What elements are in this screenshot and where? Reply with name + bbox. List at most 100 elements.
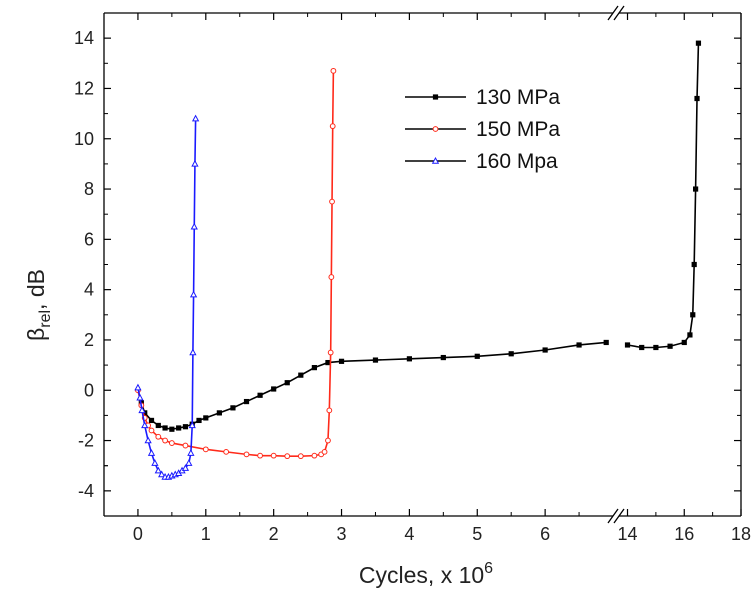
data-point: [311, 452, 318, 459]
x-tick-label: 18: [731, 524, 751, 544]
data-point: [624, 342, 631, 348]
data-point: [603, 339, 609, 346]
y-tick-label: 10: [74, 129, 94, 149]
y-tick-label: -2: [78, 431, 94, 451]
x-tick-label: 14: [617, 524, 637, 544]
data-point: [257, 392, 263, 398]
legend-label: 130 MPa: [476, 86, 560, 109]
data-point: [151, 459, 159, 466]
axes: [103, 5, 742, 524]
data-point: [270, 452, 277, 459]
x-tick-label: 5: [472, 524, 482, 544]
data-point: [181, 464, 190, 471]
data-point: [176, 425, 182, 431]
data-point: [691, 261, 697, 268]
series-line: [140, 341, 607, 431]
legend-label: 150 MPa: [476, 118, 560, 141]
legend-entry: 130 MPa: [405, 86, 560, 109]
y-tick-label: 14: [74, 28, 94, 48]
axis-break-mark: [613, 5, 625, 21]
data-point: [141, 421, 149, 429]
axis-break-mark: [607, 508, 619, 524]
y-axis-title-subscript: rel: [37, 310, 54, 328]
data-point: [406, 356, 413, 362]
y-axis-title-suffix: , dB: [23, 269, 49, 310]
data-point: [326, 407, 333, 414]
data-point: [243, 451, 250, 458]
data-point: [329, 198, 335, 205]
data-point: [147, 449, 156, 456]
data-point: [298, 372, 304, 378]
data-point: [138, 406, 146, 414]
series-160-mpa: [134, 114, 200, 480]
data-point: [681, 339, 687, 346]
x-tick-label: 1: [201, 524, 211, 544]
series-line: [137, 70, 335, 457]
data-point: [148, 427, 155, 434]
data-point: [189, 290, 198, 298]
x-axis-title-exponent: 6: [484, 560, 493, 577]
data-point: [257, 452, 263, 459]
series-line: [627, 43, 700, 349]
legend-marker: [431, 156, 440, 164]
data-point: [695, 40, 702, 46]
y-tick-label: 2: [84, 330, 94, 350]
data-point: [223, 448, 230, 455]
data-point: [372, 357, 379, 363]
y-tick-label: -4: [78, 481, 94, 501]
data-point: [148, 417, 155, 424]
data-point: [284, 380, 290, 386]
data-point: [155, 433, 162, 440]
data-point: [191, 114, 200, 122]
legend-label: 160 Mpa: [476, 150, 558, 173]
x-tick-label: 16: [674, 524, 694, 544]
legend: 130 MPa 150 MPa 160 Mpa: [405, 86, 560, 173]
data-point: [169, 426, 175, 432]
data-point: [162, 437, 168, 444]
data-point: [185, 459, 193, 466]
legend-marker: [432, 94, 439, 100]
series-130-mpa: [138, 40, 702, 432]
y-tick-label: 8: [84, 179, 94, 199]
data-point: [154, 466, 162, 474]
series-150-mpa: [135, 67, 337, 460]
y-axis-title-symbol: β: [23, 328, 49, 341]
data-point: [196, 417, 202, 424]
data-point: [162, 425, 168, 431]
data-point: [158, 470, 166, 478]
y-tick-label: 6: [84, 229, 94, 249]
x-axis-title-text: Cycles, x 10: [359, 562, 484, 588]
data-point: [576, 342, 582, 348]
data-point: [474, 353, 480, 359]
data-point: [134, 383, 142, 391]
data-point: [338, 358, 345, 364]
data-point: [202, 446, 209, 453]
x-tick-label: 3: [337, 524, 347, 544]
data-point: [155, 422, 161, 429]
axis-break-mark: [607, 5, 619, 21]
data-point: [542, 347, 548, 353]
y-tick-label: 12: [74, 78, 94, 98]
data-point: [321, 448, 328, 455]
data-point: [187, 449, 195, 456]
data-point: [191, 159, 199, 167]
y-tick-label: 4: [84, 280, 94, 300]
y-axis-title: βrel, dB: [23, 269, 54, 341]
series-layer: [134, 40, 702, 480]
data-point: [440, 354, 446, 361]
data-point: [325, 437, 331, 444]
data-point: [203, 415, 209, 421]
data-point: [329, 123, 336, 130]
data-point: [667, 343, 673, 349]
axis-break-mark: [613, 508, 625, 524]
legend-entry: 160 Mpa: [405, 150, 558, 173]
y-tick-label: 0: [84, 380, 94, 400]
data-point: [653, 344, 659, 351]
legend-marker: [432, 126, 439, 132]
data-point: [230, 405, 236, 411]
data-point: [690, 312, 696, 318]
data-point: [216, 410, 222, 416]
x-axis-title: Cycles, x 106: [359, 560, 493, 588]
x-tick-label: 2: [269, 524, 279, 544]
